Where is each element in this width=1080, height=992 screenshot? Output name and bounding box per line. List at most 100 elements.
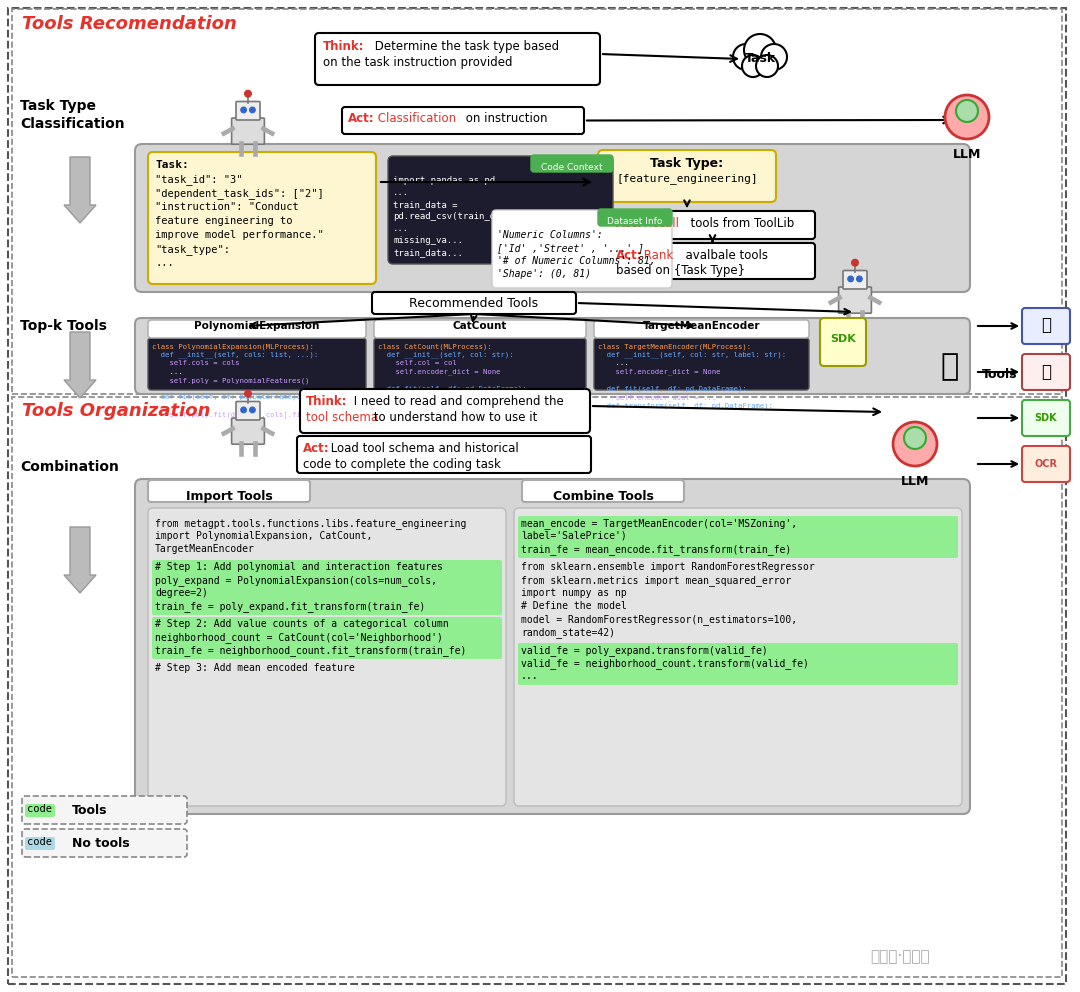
FancyBboxPatch shape [838,287,872,313]
Circle shape [245,391,252,397]
FancyBboxPatch shape [610,211,815,239]
FancyBboxPatch shape [152,560,502,615]
Text: def transform(self, df: pd.DataFrame) :: def transform(self, df: pd.DataFrame) : [378,403,557,409]
FancyBboxPatch shape [231,418,265,444]
Circle shape [241,107,246,113]
Text: 🐛: 🐛 [1041,363,1051,381]
FancyBboxPatch shape [315,33,600,85]
Text: SDK: SDK [1035,413,1057,423]
Text: self.poly.fit(df[self.cols].fillna(0)): self.poly.fit(df[self.cols].fillna(0)) [152,411,336,418]
Text: ...: ... [156,258,174,268]
FancyBboxPatch shape [25,804,55,817]
Text: TargetMeanEncoder: TargetMeanEncoder [156,544,255,554]
FancyBboxPatch shape [237,402,260,420]
Text: missing_va...: missing_va... [393,236,463,245]
Text: PolynomialExpansion: PolynomialExpansion [194,321,320,331]
Text: ...: ... [393,188,409,197]
Text: Code Context: Code Context [541,163,603,172]
Text: I need to read and comprehend the: I need to read and comprehend the [350,395,564,408]
Text: Classification: Classification [374,112,456,125]
Circle shape [744,34,777,66]
Text: Act:: Act: [303,442,329,455]
Text: Act:: Act: [348,112,375,125]
Text: on instruction: on instruction [462,112,548,125]
Text: 🖥: 🖥 [1041,316,1051,334]
Text: tool schema: tool schema [306,411,378,424]
Text: Combine Tools: Combine Tools [553,490,653,503]
FancyBboxPatch shape [300,389,590,433]
Text: label='SalePrice'): label='SalePrice') [521,531,626,541]
Text: def __init__(self, col: str):: def __init__(self, col: str): [378,351,514,358]
FancyBboxPatch shape [518,643,958,685]
Text: Load tool schema and historical: Load tool schema and historical [327,442,518,455]
Bar [12,9,1062,394]
Text: Task Type:: Task Type: [650,157,724,170]
Text: Determine the task type based: Determine the task type based [372,40,559,53]
Text: return new_df: return new_df [378,420,453,427]
Text: Import Tools: Import Tools [186,490,272,503]
Text: [feature_engineering]: [feature_engineering] [616,173,758,184]
Text: ...: ... [378,411,408,417]
Circle shape [761,44,787,70]
Text: Dataset Info: Dataset Info [607,217,663,226]
Text: Rank: Rank [640,249,673,262]
FancyBboxPatch shape [598,150,777,202]
Bar [12,397,1062,977]
Text: from metagpt.tools.functions.libs.feature_engineering: from metagpt.tools.functions.libs.featur… [156,518,467,529]
Text: "task_type":: "task_type": [156,244,230,255]
Text: Tools Organization: Tools Organization [22,402,211,420]
Text: TargetMeanEncoder: TargetMeanEncoder [643,321,760,331]
FancyBboxPatch shape [374,338,586,390]
Text: Top-k Tools: Top-k Tools [21,319,107,333]
Text: No tools: No tools [72,837,130,850]
Text: self.poly = PolynomialFeatures(): self.poly = PolynomialFeatures() [152,377,310,384]
Text: on the task instruction provided: on the task instruction provided [323,56,513,69]
FancyBboxPatch shape [148,508,507,806]
Text: train_data =: train_data = [393,200,458,209]
Text: valid_fe = neighborhood_count.transform(valid_fe): valid_fe = neighborhood_count.transform(… [521,658,809,669]
FancyBboxPatch shape [594,338,809,390]
Text: self.encoder_dict = None: self.encoder_dict = None [598,368,720,375]
Circle shape [742,55,764,77]
FancyBboxPatch shape [388,156,613,264]
FancyBboxPatch shape [237,101,260,120]
FancyArrow shape [64,332,96,398]
Text: Think:: Think: [323,40,365,53]
Text: train_fe = neighborhood_count.fit_transform(train_fe): train_fe = neighborhood_count.fit_transf… [156,645,467,656]
FancyBboxPatch shape [518,516,958,558]
Text: def fit(self, df: pd.DataFrame):: def fit(self, df: pd.DataFrame): [152,394,300,401]
Circle shape [893,422,937,466]
Text: self.col = col: self.col = col [378,360,457,366]
Text: Tools: Tools [982,367,1017,381]
FancyBboxPatch shape [598,209,672,226]
Text: ...: ... [152,403,183,409]
FancyBboxPatch shape [135,318,970,394]
Text: train_fe = mean_encode.fit_transform(train_fe): train_fe = mean_encode.fit_transform(tra… [521,544,792,555]
Text: class TargetMeanEncoder(MLProcess):: class TargetMeanEncoder(MLProcess): [598,343,751,349]
Text: Task:: Task: [156,160,189,170]
FancyArrow shape [64,157,96,223]
FancyBboxPatch shape [152,617,502,659]
Text: import PolynomialExpansion, CatCount,: import PolynomialExpansion, CatCount, [156,531,373,541]
Circle shape [856,276,862,282]
Text: 🔧: 🔧 [941,352,959,382]
Text: Task: Task [744,52,775,64]
Circle shape [249,107,255,113]
Text: ...: ... [598,411,629,417]
Text: def fit(self, df: pd.DataFrame):: def fit(self, df: pd.DataFrame): [598,386,746,392]
Circle shape [245,90,252,97]
Circle shape [956,100,978,122]
Text: valid_fe = poly_expand.transform(valid_fe): valid_fe = poly_expand.transform(valid_f… [521,645,768,656]
Text: model = RandomForestRegressor(n_estimators=100,: model = RandomForestRegressor(n_estimato… [521,614,797,625]
Circle shape [733,44,759,70]
Circle shape [848,276,853,282]
Text: LLM: LLM [901,475,929,488]
Circle shape [904,427,926,449]
Text: avalbale tools: avalbale tools [678,249,768,262]
Text: from sklearn.metrics import mean_squared_error: from sklearn.metrics import mean_squared… [521,575,792,586]
FancyBboxPatch shape [25,837,55,850]
Text: improve model performance.": improve model performance." [156,230,324,240]
Text: ...: ... [152,368,183,375]
FancyBboxPatch shape [374,320,586,338]
Text: ...: ... [378,394,408,400]
